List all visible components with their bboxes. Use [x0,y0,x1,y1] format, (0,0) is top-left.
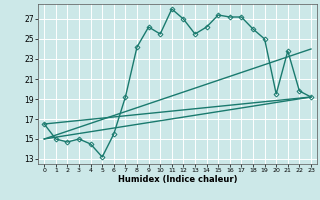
X-axis label: Humidex (Indice chaleur): Humidex (Indice chaleur) [118,175,237,184]
